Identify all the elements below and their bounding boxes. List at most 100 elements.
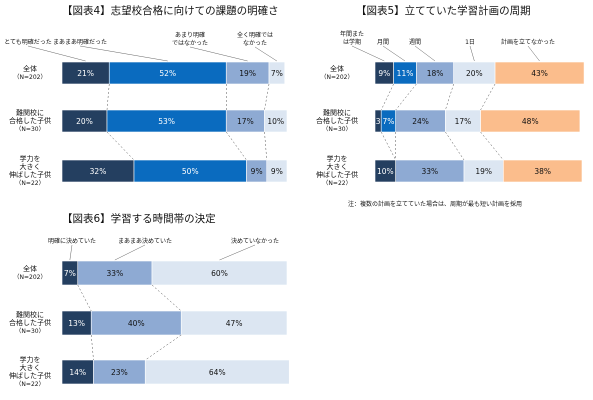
leader-line — [189, 46, 248, 62]
data-label: 17% — [237, 117, 254, 126]
data-label: 11% — [397, 69, 414, 78]
leader-line — [382, 45, 406, 62]
data-label: 38% — [534, 167, 551, 176]
category-label: 全体 — [23, 264, 37, 273]
data-label: 18% — [427, 69, 444, 78]
category-label: 学力を — [20, 154, 41, 163]
data-label: 20% — [466, 69, 483, 78]
category-label: 大きく — [20, 363, 41, 372]
data-label: 32% — [90, 167, 107, 176]
data-label: 19% — [475, 167, 492, 176]
category-label: （N=22） — [322, 180, 351, 187]
data-label: 43% — [531, 69, 548, 78]
data-label: 40% — [128, 319, 145, 328]
data-label: 20% — [76, 117, 93, 126]
data-label: 50% — [182, 167, 199, 176]
data-label: 7% — [271, 69, 283, 78]
category-label: 難関校に — [16, 108, 44, 117]
category-label: 合格した子供 — [9, 318, 51, 327]
chart-title: 【図表6】学習する時間帯の決定 — [62, 212, 216, 225]
category-label: （N=22） — [15, 180, 44, 187]
bar-segment — [503, 159, 583, 183]
data-label: 64% — [209, 368, 226, 377]
connector-line — [264, 83, 270, 111]
category-label: 合格した子供 — [9, 116, 51, 125]
leader-line — [351, 45, 385, 62]
legend-label: 週間 — [409, 38, 421, 46]
data-label: 13% — [68, 319, 85, 328]
bar-segment — [494, 61, 585, 85]
category-label: 大きく — [20, 162, 41, 171]
data-label: 19% — [239, 69, 256, 78]
category-label: 難関校に — [323, 108, 351, 117]
leader-line — [79, 45, 168, 62]
data-label: 10% — [377, 167, 394, 176]
leader-line — [254, 46, 278, 62]
leader-line — [69, 244, 73, 261]
connector-line — [480, 83, 496, 111]
connector-line — [91, 334, 94, 361]
category-label: （N=202） — [14, 274, 47, 281]
data-label: 21% — [77, 69, 94, 78]
connector-line — [145, 334, 182, 361]
connector-line — [395, 83, 417, 111]
connector-line — [380, 83, 394, 111]
bar-segment — [151, 260, 288, 286]
category-label: （N=202） — [14, 74, 47, 81]
data-label: 47% — [226, 319, 243, 328]
category-label: 学力を — [327, 154, 348, 163]
data-label: 60% — [211, 269, 228, 278]
data-label: 3 — [376, 117, 381, 126]
chart-note: 注：複数の計画を立てていた場合は、周期が最も短い計画を採用 — [348, 200, 522, 208]
leader-line — [219, 244, 256, 261]
data-label: 23% — [111, 368, 128, 377]
legend-label: 全く明確ではなかった — [237, 31, 273, 47]
legend-label: まあまあ明確だった — [53, 38, 107, 46]
data-label: 53% — [158, 117, 175, 126]
bar-segment — [268, 61, 286, 85]
category-label: 全体 — [330, 64, 344, 73]
data-label: 48% — [522, 117, 539, 126]
category-label: 伸ばした子供 — [316, 170, 358, 179]
chart-title: 【図表4】志望校合格に向けての課題の明確さ — [62, 4, 279, 17]
connector-line — [480, 131, 504, 161]
legend-label: 1日 — [465, 39, 475, 46]
bar-segment — [264, 109, 288, 133]
legend-label: 月間 — [377, 39, 389, 46]
bar-segment — [266, 159, 288, 183]
legend-label: 計画を立てなかった — [501, 38, 555, 46]
data-label: 24% — [412, 117, 429, 126]
chart-title: 【図表5】立てていた学習計画の周期 — [356, 4, 531, 17]
bar-segment — [77, 260, 153, 286]
legend-label: まあまあ決めていた — [118, 237, 172, 245]
data-label: 14% — [69, 368, 86, 377]
connector-line — [445, 131, 465, 161]
data-label: 7% — [383, 117, 395, 126]
category-label: （N=30） — [15, 126, 44, 133]
leader-line — [414, 45, 436, 62]
category-label: 全体 — [23, 64, 37, 73]
leader-line — [114, 244, 146, 261]
connector-line — [380, 131, 396, 161]
leader-line — [469, 45, 475, 62]
data-label: 9% — [251, 167, 263, 176]
bar-segment — [61, 359, 94, 385]
connector-line — [445, 83, 454, 111]
legend-label: とても明確だった — [4, 38, 52, 46]
bar-segment — [180, 310, 288, 336]
data-label: 9% — [271, 167, 283, 176]
bar-segment — [480, 109, 581, 133]
data-label: 52% — [159, 69, 176, 78]
data-label: 33% — [107, 269, 124, 278]
legend-label: 明確に決めていた — [48, 237, 96, 245]
data-label: 10% — [267, 117, 284, 126]
category-label: 大きく — [327, 162, 348, 171]
data-label: 17% — [455, 117, 472, 126]
leader-line — [527, 45, 540, 62]
data-label: 7% — [64, 269, 76, 278]
category-label: （N=30） — [322, 126, 351, 133]
category-label: 学力を — [20, 355, 41, 364]
category-label: 難関校に — [16, 310, 44, 319]
legend-label: あまり明確ではなかった — [172, 31, 208, 47]
